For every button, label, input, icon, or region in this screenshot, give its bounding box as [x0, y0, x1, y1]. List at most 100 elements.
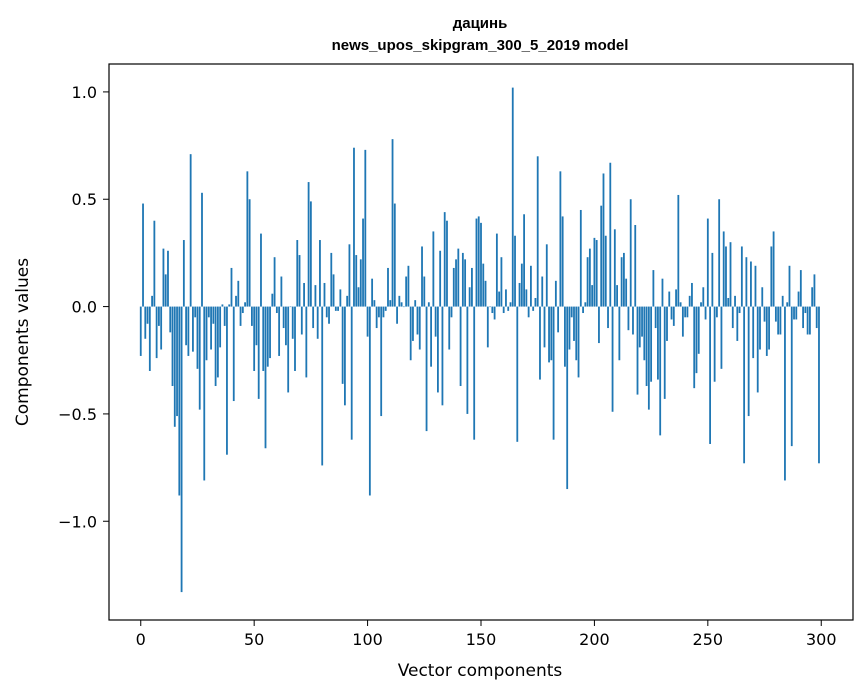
bar-261	[731, 306, 734, 329]
bar-124	[421, 246, 423, 307]
bar-129	[432, 231, 435, 307]
bar-252	[711, 252, 714, 307]
bar-10	[162, 248, 165, 307]
y-axis-label: Components values	[13, 258, 33, 426]
bar-259	[727, 297, 730, 307]
bar-279	[772, 231, 775, 307]
bar-121	[414, 300, 417, 307]
bar-287	[790, 306, 793, 447]
bar-237	[677, 194, 680, 307]
bar-294	[806, 306, 809, 335]
bar-141	[459, 306, 462, 387]
bar-27	[201, 192, 203, 307]
bar-60	[275, 306, 278, 314]
bar-254	[716, 306, 718, 318]
bar-224	[647, 306, 650, 410]
bar-153	[486, 306, 489, 348]
bar-191	[573, 306, 575, 341]
bar-284	[784, 306, 786, 481]
bar-190	[570, 306, 573, 318]
bar-103	[373, 300, 376, 307]
bar-188	[566, 306, 569, 490]
bar-233	[668, 291, 671, 307]
bar-258	[725, 246, 727, 307]
bar-120	[412, 306, 414, 341]
bar-26	[198, 306, 201, 410]
bar-243	[691, 282, 693, 307]
bar-266	[743, 306, 746, 464]
bar-104	[375, 306, 378, 329]
bar-255	[718, 199, 721, 307]
bar-159	[500, 257, 503, 307]
bar-278	[770, 246, 773, 307]
bar-245	[695, 306, 698, 374]
bar-78	[316, 306, 319, 339]
bar-64	[285, 306, 287, 346]
bar-80	[321, 306, 324, 466]
bar-75	[309, 201, 312, 307]
bar-28	[203, 306, 206, 481]
bar-82	[325, 306, 328, 318]
bar-33	[214, 306, 217, 387]
bar-293	[804, 306, 807, 314]
bar-127	[427, 302, 430, 307]
bar-155	[491, 306, 494, 314]
bar-111	[391, 139, 394, 307]
bar-238	[679, 302, 682, 307]
bar-288	[793, 306, 795, 320]
bar-74	[307, 182, 310, 307]
bar-76	[312, 306, 315, 329]
bar-175	[536, 156, 539, 307]
bar-158	[498, 291, 501, 307]
bar-77	[314, 285, 317, 307]
bar-285	[786, 302, 789, 307]
bar-99	[364, 149, 367, 307]
bar-222	[643, 306, 646, 361]
bar-81	[323, 282, 326, 307]
bar-130	[434, 306, 437, 337]
bar-8	[158, 306, 160, 326]
bar-67	[291, 306, 294, 339]
bar-150	[480, 222, 482, 307]
bar-246	[697, 306, 700, 354]
x-tick-label-4: 200	[579, 630, 610, 649]
bar-206	[607, 306, 609, 329]
bar-132	[439, 250, 442, 307]
bar-143	[464, 259, 467, 307]
bar-135	[446, 220, 448, 307]
bar-149	[477, 216, 480, 307]
bar-21	[187, 306, 190, 356]
bar-163	[509, 302, 512, 307]
plot-frame	[108, 63, 854, 621]
bar-118	[407, 265, 410, 307]
bar-194	[579, 209, 582, 307]
bar-37	[223, 306, 226, 326]
bar-140	[457, 248, 460, 307]
bar-169	[523, 214, 525, 307]
bar-45	[241, 306, 244, 314]
y-axis-ticks: 1.0 0.5 0.0 −0.5 −1.0	[58, 83, 109, 531]
bar-292	[802, 306, 804, 329]
bar-239	[681, 306, 684, 337]
bar-17	[178, 306, 181, 496]
bar-4	[148, 306, 151, 371]
bar-280	[774, 306, 777, 322]
bar-212	[620, 257, 623, 307]
bar-100	[366, 306, 369, 337]
bar-221	[641, 306, 643, 337]
bar-110	[389, 300, 392, 307]
bar-93	[350, 306, 353, 440]
bar-48	[248, 199, 251, 307]
bar-177	[541, 276, 544, 307]
bar-95	[355, 255, 358, 307]
bar-271	[754, 265, 757, 307]
bar-144	[466, 306, 469, 414]
bar-181	[550, 306, 553, 361]
bar-226	[652, 270, 655, 307]
bar-71	[300, 306, 303, 335]
bar-73	[305, 306, 308, 378]
bar-22	[189, 154, 192, 307]
bar-214	[625, 278, 628, 307]
bar-107	[382, 306, 385, 318]
bar-70	[298, 255, 301, 307]
